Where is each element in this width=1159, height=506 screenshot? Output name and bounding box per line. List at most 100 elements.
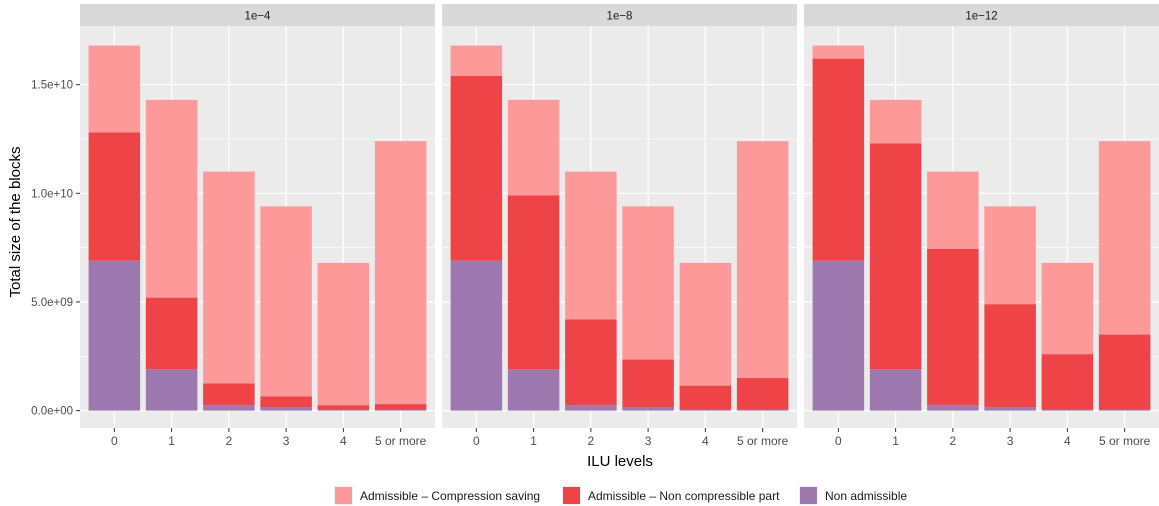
x-tick-label: 1 xyxy=(168,434,175,448)
bar-segment-compression-saving xyxy=(260,206,312,397)
facet-strip-label: 1e−8 xyxy=(607,11,633,23)
y-tick-label: 1.0e+10 xyxy=(31,188,73,200)
bar-segment-compression-saving xyxy=(565,171,617,320)
facet-strip-label: 1e−4 xyxy=(245,11,272,23)
bar-segment-non-compressible xyxy=(317,405,370,410)
bar-segment-non-admissible xyxy=(1098,409,1151,411)
legend-swatch xyxy=(335,487,352,504)
bar-segment-non-compressible xyxy=(1098,334,1151,410)
bar-segment-compression-saving xyxy=(984,206,1036,305)
bar-segment-non-compressible xyxy=(88,132,141,261)
x-tick-label: 0 xyxy=(473,434,480,448)
legend-label: Non admissible xyxy=(825,489,907,503)
x-tick-label: 2 xyxy=(588,434,595,448)
bar-segment-non-compressible xyxy=(927,248,979,406)
bar-segment-compression-saving xyxy=(1098,141,1151,335)
facet-panel: 1e−8 0 1 2 3 4 5 or more xyxy=(442,4,797,448)
bar-segment-compression-saving xyxy=(736,141,789,379)
bar-segment-non-admissible xyxy=(927,405,979,411)
x-tick-label: 3 xyxy=(645,434,652,448)
x-tick-label: 1 xyxy=(892,434,899,448)
facet-strip xyxy=(804,4,1159,26)
bar-segment-compression-saving xyxy=(622,206,674,360)
bar-segment-non-admissible xyxy=(145,369,198,411)
legend-item: Admissible – Non compressible part xyxy=(562,486,780,505)
bar-segment-compression-saving xyxy=(145,99,198,298)
facet-strip xyxy=(442,4,797,26)
bar-segment-non-compressible xyxy=(203,383,255,406)
bar-segment-non-compressible xyxy=(260,396,312,408)
bar-segment-non-admissible xyxy=(507,369,560,411)
bar-segment-compression-saving xyxy=(203,171,255,384)
legend: Admissible – Compression saving Admissibl… xyxy=(334,486,907,505)
bar-segment-non-admissible xyxy=(622,407,674,411)
bar-segment-compression-saving xyxy=(812,45,865,59)
bar-segment-non-admissible xyxy=(736,409,789,411)
bar-segment-compression-saving xyxy=(1041,262,1094,355)
bar-segment-non-admissible xyxy=(450,260,503,411)
x-axis-title: ILU levels xyxy=(587,453,653,470)
bar-segment-non-compressible xyxy=(374,404,427,410)
legend-item: Admissible – Compression saving xyxy=(334,486,540,505)
y-axis-title: Total size of the blocks xyxy=(7,147,24,298)
bar-segment-compression-saving xyxy=(507,99,560,196)
bar-segment-compression-saving xyxy=(450,45,503,76)
legend-label: Admissible – Non compressible part xyxy=(588,489,780,503)
x-tick-label: 5 or more xyxy=(375,434,427,448)
x-tick-label: 2 xyxy=(226,434,233,448)
x-tick-label: 0 xyxy=(835,434,842,448)
bar-segment-non-compressible xyxy=(565,319,617,406)
facet-strip xyxy=(80,4,435,26)
bar-segment-non-compressible xyxy=(1041,354,1094,410)
bar-segment-non-compressible xyxy=(679,385,732,410)
legend-item: Non admissible xyxy=(799,486,907,505)
bar-segment-non-admissible xyxy=(317,409,370,411)
bar-segment-non-compressible xyxy=(812,58,865,261)
y-tick-label: 0.0e+00 xyxy=(31,406,73,418)
x-tick-label: 4 xyxy=(340,434,347,448)
bar-segment-non-admissible xyxy=(869,369,922,411)
bar-segment-non-compressible xyxy=(145,297,198,370)
x-tick-label: 5 or more xyxy=(1099,434,1151,448)
bar-segment-non-admissible xyxy=(374,409,427,411)
bar-segment-non-compressible xyxy=(622,359,674,408)
bar-segment-non-admissible xyxy=(565,405,617,411)
x-tick-label: 3 xyxy=(283,434,290,448)
x-tick-label: 3 xyxy=(1007,434,1014,448)
y-tick-label: 5.0e+09 xyxy=(31,297,73,309)
bar-segment-non-admissible xyxy=(679,409,732,411)
bar-segment-non-admissible xyxy=(1041,409,1094,411)
facet-panel: 1e−4 0 1 2 3 4 5 or more xyxy=(80,4,435,448)
x-tick-label: 2 xyxy=(950,434,957,448)
bar-segment-compression-saving xyxy=(317,262,370,406)
bar-segment-non-admissible xyxy=(812,260,865,411)
bar-segment-non-compressible xyxy=(507,195,560,370)
y-axis: 0.0e+00 5.0e+09 1.0e+10 1.5e+10 xyxy=(31,80,80,418)
facet-panel: 1e−12 0 1 2 3 4 5 or more xyxy=(804,4,1159,448)
bar-segment-compression-saving xyxy=(869,99,922,144)
bar-segment-non-compressible xyxy=(984,304,1036,408)
y-tick-label: 1.5e+10 xyxy=(31,80,73,92)
x-tick-label: 4 xyxy=(702,434,709,448)
bar-segment-compression-saving xyxy=(927,171,979,249)
legend-swatch xyxy=(800,487,817,504)
bar-segment-non-compressible xyxy=(869,143,922,370)
bar-segment-non-admissible xyxy=(984,407,1036,411)
bar-segment-compression-saving xyxy=(374,141,427,405)
bar-segment-non-compressible xyxy=(736,378,789,410)
x-tick-label: 5 or more xyxy=(737,434,789,448)
bar-segment-compression-saving xyxy=(88,45,141,133)
x-tick-label: 0 xyxy=(111,434,118,448)
bar-segment-non-admissible xyxy=(88,260,141,411)
legend-label: Admissible – Compression saving xyxy=(360,489,540,503)
x-tick-label: 4 xyxy=(1064,434,1071,448)
bar-segment-non-admissible xyxy=(260,407,312,411)
facet-strip-label: 1e−12 xyxy=(965,11,997,23)
x-tick-label: 1 xyxy=(530,434,537,448)
bar-segment-non-compressible xyxy=(450,75,503,261)
bar-segment-compression-saving xyxy=(679,262,732,386)
bar-segment-non-admissible xyxy=(203,405,255,411)
legend-swatch xyxy=(563,487,580,504)
